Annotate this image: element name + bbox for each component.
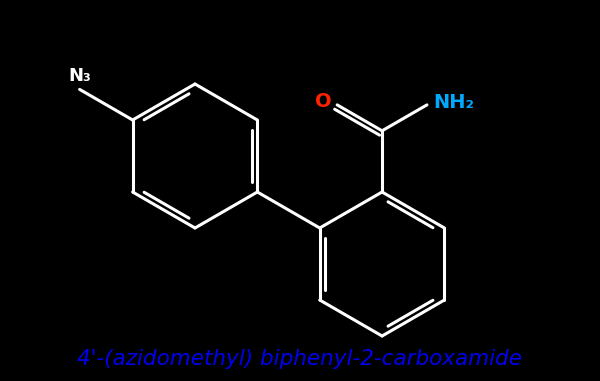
- Text: 4'-(azidomethyl) biphenyl-2-carboxamide: 4'-(azidomethyl) biphenyl-2-carboxamide: [77, 349, 523, 369]
- Text: N₃: N₃: [68, 67, 91, 85]
- Text: O: O: [314, 92, 331, 111]
- Text: NH₂: NH₂: [433, 93, 474, 112]
